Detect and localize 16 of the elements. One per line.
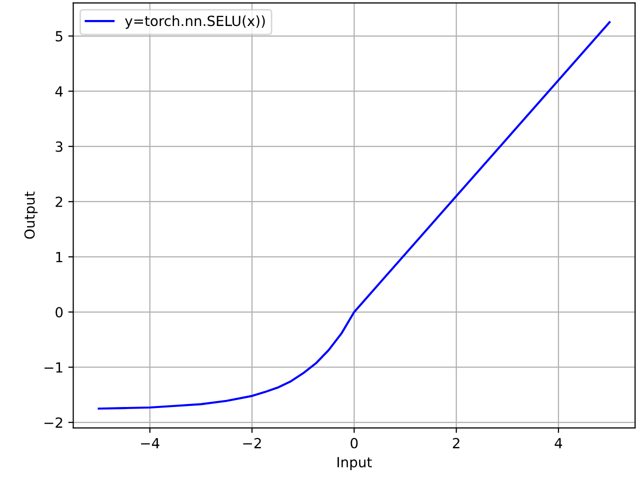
y-tick-label: 5: [56, 31, 62, 42]
y-tick-label: −2: [44, 417, 62, 428]
y-tick-label: 2: [56, 196, 62, 207]
x-tick-label: −2: [243, 438, 261, 448]
x-tick-label: 4: [554, 438, 562, 448]
y-tick-label: 1: [56, 252, 62, 262]
y-axis-title: Output: [24, 192, 38, 239]
y-tick-label: 4: [55, 86, 63, 96]
x-axis-title: Input: [338, 457, 372, 470]
x-tick-label: −4: [141, 438, 160, 448]
legend-label: y=torch.nn.SELU(x)): [125, 15, 265, 29]
y-tick-label: 0: [56, 306, 63, 318]
x-tick-label: 2: [452, 438, 460, 448]
y-tick-label: 3: [56, 141, 62, 152]
y-tick-label: −1: [44, 362, 62, 372]
x-tick-label: 0: [350, 438, 358, 448]
